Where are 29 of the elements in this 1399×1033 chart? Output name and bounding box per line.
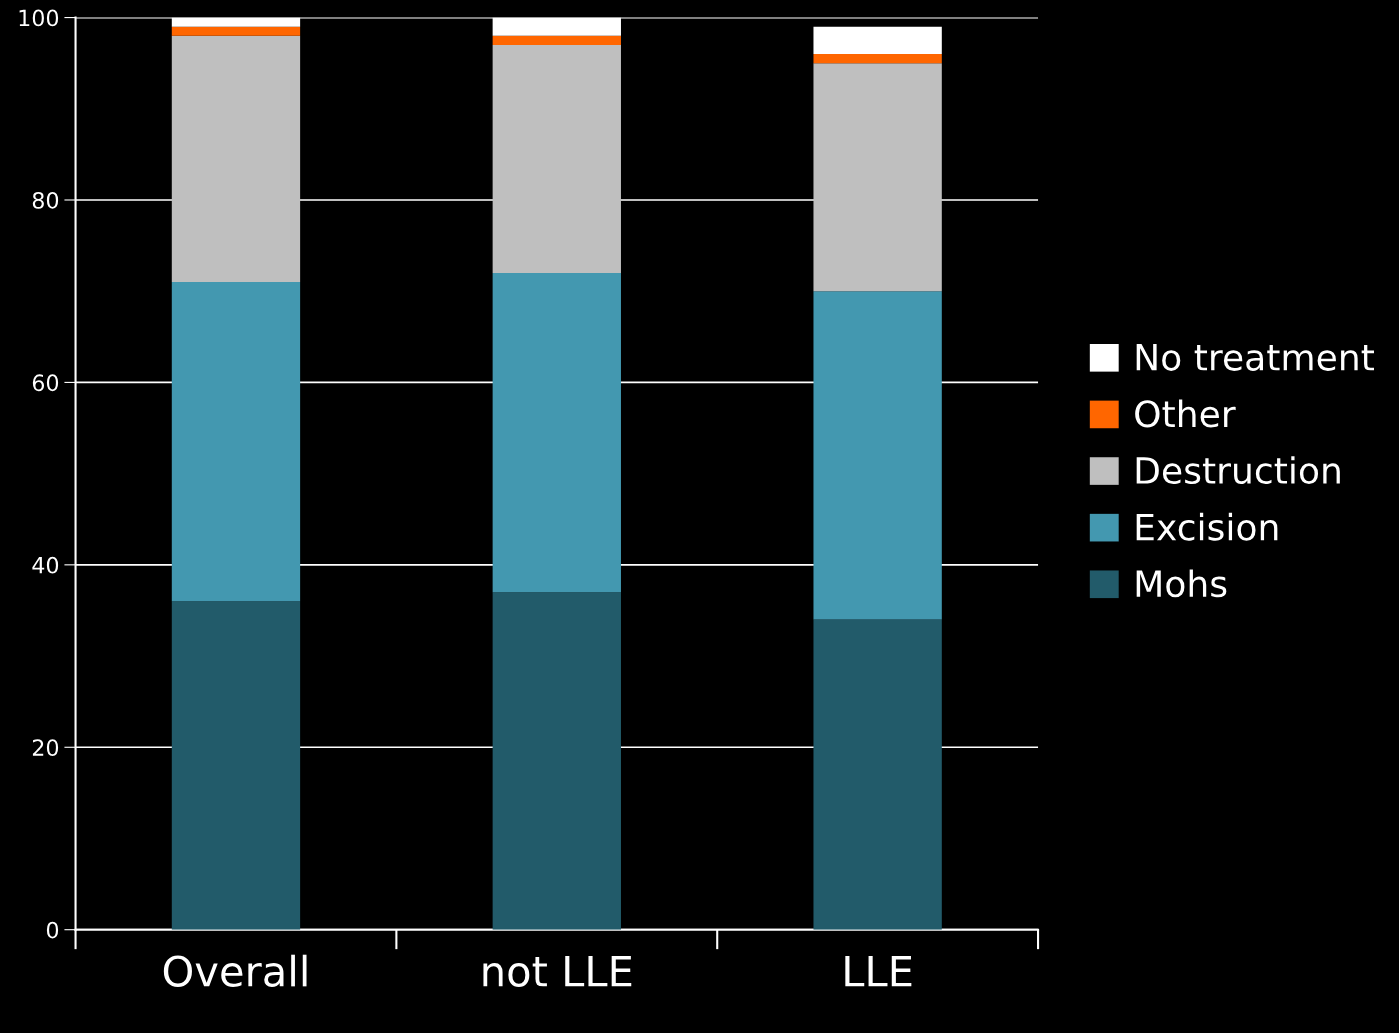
bar (813, 291, 942, 620)
bar (492, 35, 621, 45)
x-tick-label: LLE (845, 955, 912, 987)
bar (492, 272, 621, 593)
y-tick-label: 40 (32, 556, 59, 574)
legend-label: Excision (1136, 512, 1278, 541)
y-tick-label: 60 (32, 374, 59, 392)
legend-label: No treatment (1136, 344, 1374, 371)
bar (813, 63, 942, 292)
y-tick-label: 20 (32, 739, 59, 757)
bar (171, 601, 301, 930)
bar (813, 26, 942, 55)
bar (171, 17, 301, 27)
x-tick-label: not LLE (483, 955, 632, 987)
legend-label: Mohs (1136, 569, 1227, 598)
bar (813, 619, 942, 930)
y-tick-label: 100 (19, 9, 59, 27)
bar (492, 17, 621, 36)
bar (171, 26, 301, 36)
x-tick-label: Overall (163, 954, 307, 987)
bar (171, 282, 301, 602)
y-tick-label: 80 (32, 191, 59, 209)
bar (171, 35, 301, 283)
bar (813, 54, 942, 64)
bar (492, 44, 621, 273)
y-tick-label: 0 (46, 921, 59, 939)
legend-label: Other (1135, 399, 1236, 428)
legend-label: Destruction (1136, 456, 1340, 485)
bar (492, 592, 621, 930)
